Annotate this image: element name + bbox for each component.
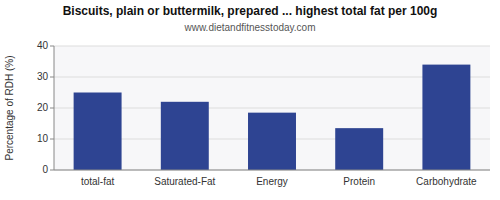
bars: [74, 65, 471, 170]
x-tick-label: total-fat: [81, 176, 115, 187]
y-tick: [50, 139, 54, 140]
y-tick-label: 10: [37, 133, 49, 144]
x-tick-label: Protein: [343, 176, 375, 187]
bar: [422, 65, 470, 170]
x-tick-label: Carbohydrate: [416, 176, 477, 187]
x-axis-line: [54, 170, 490, 171]
grid-line: [54, 170, 490, 171]
y-tick: [50, 46, 54, 47]
y-tick: [50, 170, 54, 171]
y-tick-label: 40: [37, 40, 49, 51]
y-axis-label: Percentage of RDH (%): [4, 55, 15, 160]
grid: [54, 46, 490, 170]
bar: [335, 128, 383, 170]
x-axis: total-fat Saturated-Fat Energy Protein Carbo…: [81, 176, 477, 187]
bar: [74, 93, 122, 171]
bar: [248, 113, 296, 170]
chart-container: 0 10 20 30 40 total-fat Saturated-Fat Energy Pro…: [0, 0, 500, 200]
subtitle: www.dietandfitnesstoday.com: [184, 22, 316, 33]
plot-background: [54, 46, 490, 170]
y-tick-label: 20: [37, 102, 49, 113]
x-tick-label: Energy: [256, 176, 288, 187]
y-tick: [50, 108, 54, 109]
y-tick: [50, 77, 54, 78]
y-tick-label: 0: [42, 164, 48, 175]
title: Biscuits, plain or buttermilk, prepared …: [63, 4, 438, 18]
x-tick-label: Saturated-Fat: [154, 176, 215, 187]
y-tick-label: 30: [37, 71, 49, 82]
y-axis: 0 10 20 30 40: [37, 40, 54, 175]
y-axis-line: [54, 46, 55, 170]
bar: [161, 102, 209, 170]
chart: 0 10 20 30 40 total-fat Saturated-Fat Energy Pro…: [0, 0, 500, 200]
grid-line: [54, 46, 490, 47]
